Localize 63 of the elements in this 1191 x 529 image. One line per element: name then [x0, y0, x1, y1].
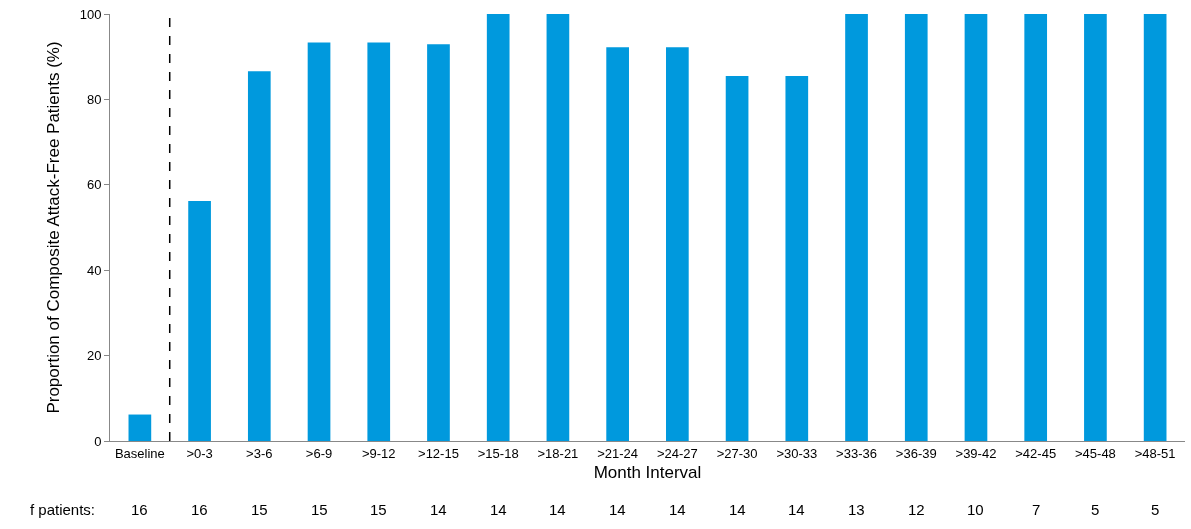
- bar: [247, 71, 271, 441]
- bar: [725, 75, 749, 441]
- x-tick-label: >36-39: [895, 445, 937, 461]
- bar: [785, 75, 809, 441]
- x-tick-label: >12-15: [418, 445, 459, 461]
- text: 14: [490, 501, 507, 518]
- bar: [128, 414, 152, 441]
- y-axis-title: Proportion of Composite Attack-Free Patients (%): [44, 41, 64, 414]
- x-tick-label: >48-51: [1134, 445, 1176, 461]
- text: 5: [1151, 501, 1160, 518]
- text: 14: [729, 501, 746, 518]
- x-tick-label: >27-30: [716, 445, 758, 461]
- bar: [904, 14, 928, 441]
- bar: [1084, 14, 1107, 441]
- x-tick-label: >15-18: [477, 445, 519, 461]
- y-tick-label: 100: [79, 6, 102, 22]
- bar: [666, 47, 689, 441]
- text: 15: [370, 501, 387, 518]
- text: f patients:: [30, 501, 96, 518]
- bar: [307, 42, 331, 441]
- x-tick-label: >45-48: [1075, 445, 1116, 461]
- text: 14: [549, 501, 566, 518]
- y-tick-label: 0: [94, 433, 102, 449]
- text: 13: [848, 501, 865, 518]
- x-axis-title: Month Interval: [593, 463, 702, 482]
- x-tick-label: >24-27: [656, 445, 698, 461]
- text: 14: [609, 501, 626, 518]
- text: 7: [1032, 501, 1041, 518]
- text: 16: [191, 501, 208, 518]
- bar: [486, 14, 510, 441]
- text: 14: [430, 501, 447, 518]
- text: 15: [251, 501, 268, 518]
- x-tick-label: >33-36: [836, 445, 877, 461]
- x-tick-label: >18-21: [537, 445, 579, 461]
- bar: [1143, 14, 1167, 441]
- x-tick-label: >42-45: [1015, 445, 1057, 461]
- text: 14: [788, 501, 805, 518]
- text: 14: [669, 501, 686, 518]
- bar: [367, 42, 391, 441]
- bar: [964, 14, 988, 441]
- bar: [188, 201, 211, 441]
- bar: [845, 14, 868, 441]
- text: 12: [908, 501, 925, 518]
- bar: [546, 14, 570, 441]
- y-tick-label: 40: [86, 262, 102, 278]
- text: 10: [967, 501, 984, 518]
- x-tick-label: >0-3: [186, 445, 213, 461]
- x-tick-label: >9-12: [361, 445, 396, 461]
- bar: [427, 44, 450, 441]
- text: 5: [1091, 501, 1100, 518]
- text: 15: [311, 501, 328, 518]
- bar: [1024, 14, 1048, 441]
- x-tick-label: >3-6: [246, 445, 273, 461]
- x-tick-label: >30-33: [776, 445, 818, 461]
- bar: [606, 47, 629, 441]
- text: 16: [131, 501, 148, 518]
- y-tick-label: 20: [86, 348, 102, 364]
- x-tick-label: >21-24: [597, 445, 639, 461]
- y-tick-label: 60: [86, 177, 102, 193]
- x-tick-label: >39-42: [955, 445, 997, 461]
- x-tick-label: >6-9: [305, 445, 333, 461]
- x-tick-label: Baseline: [114, 445, 165, 461]
- y-tick-label: 80: [86, 91, 102, 107]
